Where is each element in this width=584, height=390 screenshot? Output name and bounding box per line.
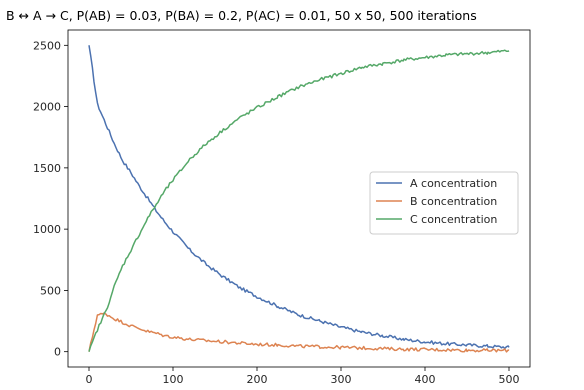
series-c-line [88,49,510,352]
legend: A concentration B concentration C concentr… [369,171,519,235]
y-tick-label: 1000 [33,223,61,236]
y-tick-label: 2000 [33,101,61,114]
legend-b-label: B concentration [410,195,497,208]
series-b-line [88,312,510,353]
legend-c-label: C concentration [410,213,497,226]
legend-a-label: A concentration [410,177,497,190]
x-tick-label: 300 [331,373,352,386]
x-tick-label: 500 [499,373,520,386]
y-tick-label: 0 [54,346,61,359]
x-tick-label: 400 [415,373,436,386]
x-tick-label: 200 [247,373,268,386]
x-tick-label: 100 [163,373,184,386]
legend-frame [369,171,519,235]
series-layer [88,45,510,353]
series-a-line [88,45,510,350]
y-tick-label: 2500 [33,39,61,52]
x-axis: 0 100 200 300 400 500 [86,367,520,386]
plot-area [67,29,531,368]
x-tick-label: 0 [86,373,93,386]
y-tick-label: 1500 [33,162,61,175]
y-tick-label: 500 [40,284,61,297]
y-axis: 0 500 1000 1500 2000 2500 [33,39,68,359]
chart-title: B ↔ A → C, P(AB) = 0.03, P(BA) = 0.2, P(… [6,8,477,23]
